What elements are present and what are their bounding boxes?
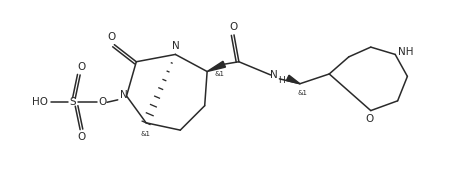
Text: N: N xyxy=(270,70,278,80)
Text: O: O xyxy=(77,132,85,142)
Polygon shape xyxy=(207,61,226,71)
Text: NH: NH xyxy=(398,47,414,57)
Text: S: S xyxy=(70,97,76,107)
Text: HO: HO xyxy=(32,97,48,107)
Text: N: N xyxy=(120,91,128,100)
Text: O: O xyxy=(108,32,116,42)
Text: N: N xyxy=(173,41,180,51)
Text: &1: &1 xyxy=(214,71,224,77)
Text: O: O xyxy=(77,62,85,72)
Text: H: H xyxy=(278,76,285,85)
Polygon shape xyxy=(286,75,300,84)
Text: &1: &1 xyxy=(297,90,307,96)
Text: O: O xyxy=(229,22,237,32)
Text: O: O xyxy=(98,97,106,107)
Text: O: O xyxy=(366,114,374,124)
Text: &1: &1 xyxy=(140,131,150,137)
